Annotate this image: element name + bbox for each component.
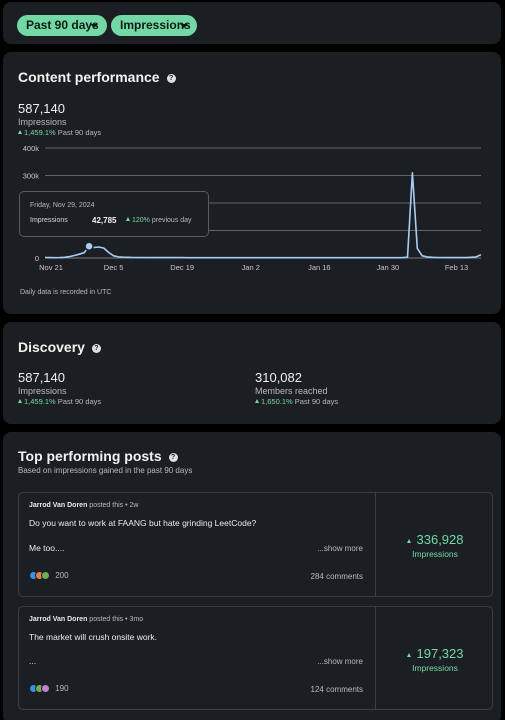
metric-dropdown[interactable]: Impressions — [111, 15, 197, 36]
content-performance-card: Content performance? 587,140 Impressions… — [3, 52, 501, 314]
support-reaction-icon — [41, 571, 50, 581]
x-tick-label: Jan 16 — [308, 263, 331, 272]
x-tick-label: Nov 21 — [39, 263, 63, 272]
tooltip-date: Friday, Nov 29, 2024 — [30, 202, 95, 209]
x-tick-label: Feb 13 — [445, 263, 468, 272]
up-arrow-icon — [406, 653, 411, 657]
top-posts-card: Top performing posts? Based on impressio… — [3, 432, 501, 720]
x-tick-label: Dec 5 — [104, 263, 124, 272]
post-divider — [375, 607, 376, 709]
filter-bar: Past 90 days Impressions — [3, 2, 501, 44]
show-more-link[interactable]: ...show more — [317, 544, 363, 553]
show-more-link[interactable]: ...show more — [317, 657, 363, 666]
up-arrow-icon — [18, 399, 22, 403]
post-reactions[interactable]: 200 — [29, 571, 69, 581]
content-performance-title: Content performance? — [18, 69, 176, 85]
caret-down-icon — [90, 24, 98, 28]
y-tick-label: 400k — [23, 144, 40, 153]
up-arrow-icon — [255, 399, 259, 403]
utc-footnote: Daily data is recorded in UTC — [20, 289, 112, 296]
members-reached-value: 310,082 — [255, 370, 302, 385]
x-tick-label: Dec 19 — [170, 263, 194, 272]
y-tick-label: 300k — [23, 172, 40, 181]
post-author-line: Jarrod Van Doren posted this • 3mo — [29, 616, 144, 623]
post-impressions: 197,323 Impressions — [376, 646, 494, 673]
discovery-impressions-label: Impressions — [18, 386, 67, 396]
post-text-line: ... — [29, 656, 37, 666]
chart-tooltip: Friday, Nov 29, 2024 Impressions 42,785 … — [19, 191, 209, 237]
x-tick-label: Jan 2 — [242, 263, 260, 272]
x-tick-label: Jan 30 — [377, 263, 400, 272]
tooltip-change: 120% previous day — [126, 217, 192, 224]
metric-label: Impressions — [120, 18, 191, 32]
post-card[interactable]: Jarrod Van Doren posted this • 2w Do you… — [18, 492, 493, 597]
top-posts-title: Top performing posts? — [18, 448, 178, 464]
impressions-change: 1,459.1% Past 90 days — [18, 128, 101, 137]
date-range-label: Past 90 days — [26, 18, 99, 32]
tooltip-value: 42,785 — [92, 216, 117, 225]
post-impressions: 336,928 Impressions — [376, 532, 494, 559]
post-reactions[interactable]: 190 — [29, 684, 69, 694]
tooltip-label: Impressions — [30, 217, 68, 224]
impressions-series-line — [44, 172, 482, 259]
hover-point-marker — [84, 241, 94, 251]
post-author[interactable]: Jarrod Van Doren — [29, 502, 88, 509]
info-icon[interactable]: ? — [168, 453, 178, 462]
top-posts-subtitle: Based on impressions gained in the past … — [18, 466, 193, 475]
up-arrow-icon — [126, 217, 130, 221]
date-range-dropdown[interactable]: Past 90 days — [17, 15, 107, 36]
post-author-line: Jarrod Van Doren posted this • 2w — [29, 502, 139, 509]
info-icon[interactable]: ? — [91, 344, 101, 353]
post-comments[interactable]: 284 comments — [310, 572, 363, 581]
post-comments[interactable]: 124 comments — [310, 685, 363, 694]
members-reached-label: Members reached — [255, 386, 328, 396]
members-reached-change: 1,650.1% Past 90 days — [255, 397, 338, 406]
up-arrow-icon — [406, 539, 411, 543]
impressions-label: Impressions — [18, 117, 67, 127]
chart-x-ticks: Nov 21 Dec 5 Dec 19 Jan 2 Jan 16 Jan 30 Feb 13 — [39, 263, 468, 272]
post-author[interactable]: Jarrod Van Doren — [29, 616, 88, 623]
insightful-reaction-icon — [41, 684, 50, 694]
post-text-line: Do you want to work at FAANG but hate gr… — [29, 518, 257, 528]
post-card[interactable]: Jarrod Van Doren posted this • 3mo The m… — [18, 606, 493, 710]
discovery-impressions-value: 587,140 — [18, 370, 65, 385]
discovery-title: Discovery? — [18, 339, 101, 355]
discovery-impressions-change: 1,459.1% Past 90 days — [18, 397, 101, 406]
y-tick-label: 0 — [35, 254, 39, 263]
up-arrow-icon — [18, 130, 22, 134]
post-divider — [375, 493, 376, 596]
post-text-line: Me too.... — [29, 543, 65, 553]
post-text-line: The market will crush onsite work. — [29, 632, 158, 642]
info-icon[interactable]: ? — [166, 74, 176, 83]
discovery-card: Discovery? 587,140 Impressions 1,459.1% … — [3, 322, 501, 424]
impressions-total: 587,140 — [18, 101, 65, 116]
caret-down-icon — [180, 24, 188, 28]
